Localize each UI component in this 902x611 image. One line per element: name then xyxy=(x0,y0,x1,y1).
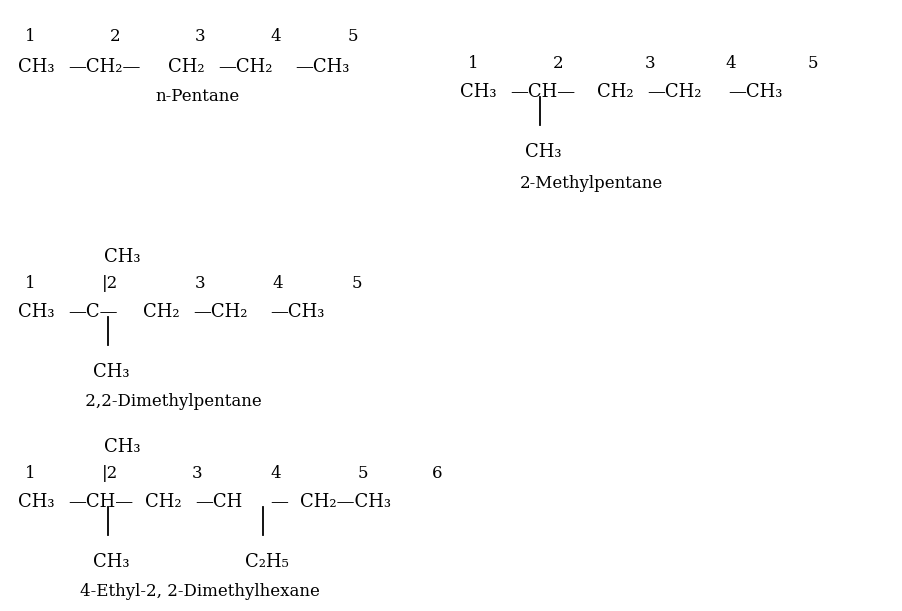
Text: CH₂: CH₂ xyxy=(145,493,181,511)
Text: 2: 2 xyxy=(552,55,563,72)
Text: n-Pentane: n-Pentane xyxy=(155,88,239,105)
Text: —CH₃: —CH₃ xyxy=(270,303,324,321)
Text: 2: 2 xyxy=(110,28,121,45)
Text: CH₃: CH₃ xyxy=(524,143,561,161)
Text: CH₃: CH₃ xyxy=(459,83,496,101)
Text: 1: 1 xyxy=(25,275,35,292)
Text: 4: 4 xyxy=(724,55,735,72)
Text: —CH—: —CH— xyxy=(510,83,575,101)
Text: 5: 5 xyxy=(347,28,358,45)
Text: CH₃: CH₃ xyxy=(104,438,141,456)
Text: CH₂—CH₃: CH₂—CH₃ xyxy=(299,493,391,511)
Text: 3: 3 xyxy=(195,28,206,45)
Text: |2: |2 xyxy=(102,275,118,292)
Text: |2: |2 xyxy=(102,465,118,482)
Text: 6: 6 xyxy=(431,465,442,482)
Text: 1: 1 xyxy=(467,55,478,72)
Text: —CH₂: —CH₂ xyxy=(647,83,701,101)
Text: 5: 5 xyxy=(807,55,817,72)
Text: 3: 3 xyxy=(644,55,655,72)
Text: CH₂: CH₂ xyxy=(143,303,179,321)
Text: —CH—: —CH— xyxy=(68,493,133,511)
Text: 4: 4 xyxy=(270,28,281,45)
Text: —: — xyxy=(270,493,288,511)
Text: CH₃: CH₃ xyxy=(93,363,129,381)
Text: 4: 4 xyxy=(272,275,282,292)
Text: 2,2-Dimethylpentane: 2,2-Dimethylpentane xyxy=(80,393,262,410)
Text: CH₃: CH₃ xyxy=(18,58,54,76)
Text: 3: 3 xyxy=(192,465,202,482)
Text: CH₂: CH₂ xyxy=(168,58,205,76)
Text: —CH₂: —CH₂ xyxy=(193,303,247,321)
Text: 3: 3 xyxy=(195,275,206,292)
Text: 1: 1 xyxy=(25,28,35,45)
Text: 4: 4 xyxy=(270,465,281,482)
Text: CH₃: CH₃ xyxy=(18,303,54,321)
Text: 5: 5 xyxy=(357,465,368,482)
Text: —C—: —C— xyxy=(68,303,117,321)
Text: CH₃: CH₃ xyxy=(104,248,141,266)
Text: CH₃: CH₃ xyxy=(93,553,129,571)
Text: C₂H₅: C₂H₅ xyxy=(244,553,289,571)
Text: —CH₂—: —CH₂— xyxy=(68,58,140,76)
Text: —CH₃: —CH₃ xyxy=(295,58,349,76)
Text: —CH₃: —CH₃ xyxy=(727,83,781,101)
Text: —CH: —CH xyxy=(195,493,242,511)
Text: CH₂: CH₂ xyxy=(596,83,633,101)
Text: 5: 5 xyxy=(352,275,362,292)
Text: 2-Methylpentane: 2-Methylpentane xyxy=(520,175,662,192)
Text: 1: 1 xyxy=(25,465,35,482)
Text: CH₃: CH₃ xyxy=(18,493,54,511)
Text: 4-Ethyl-2, 2-Dimethylhexane: 4-Ethyl-2, 2-Dimethylhexane xyxy=(80,583,319,600)
Text: —CH₂: —CH₂ xyxy=(217,58,272,76)
